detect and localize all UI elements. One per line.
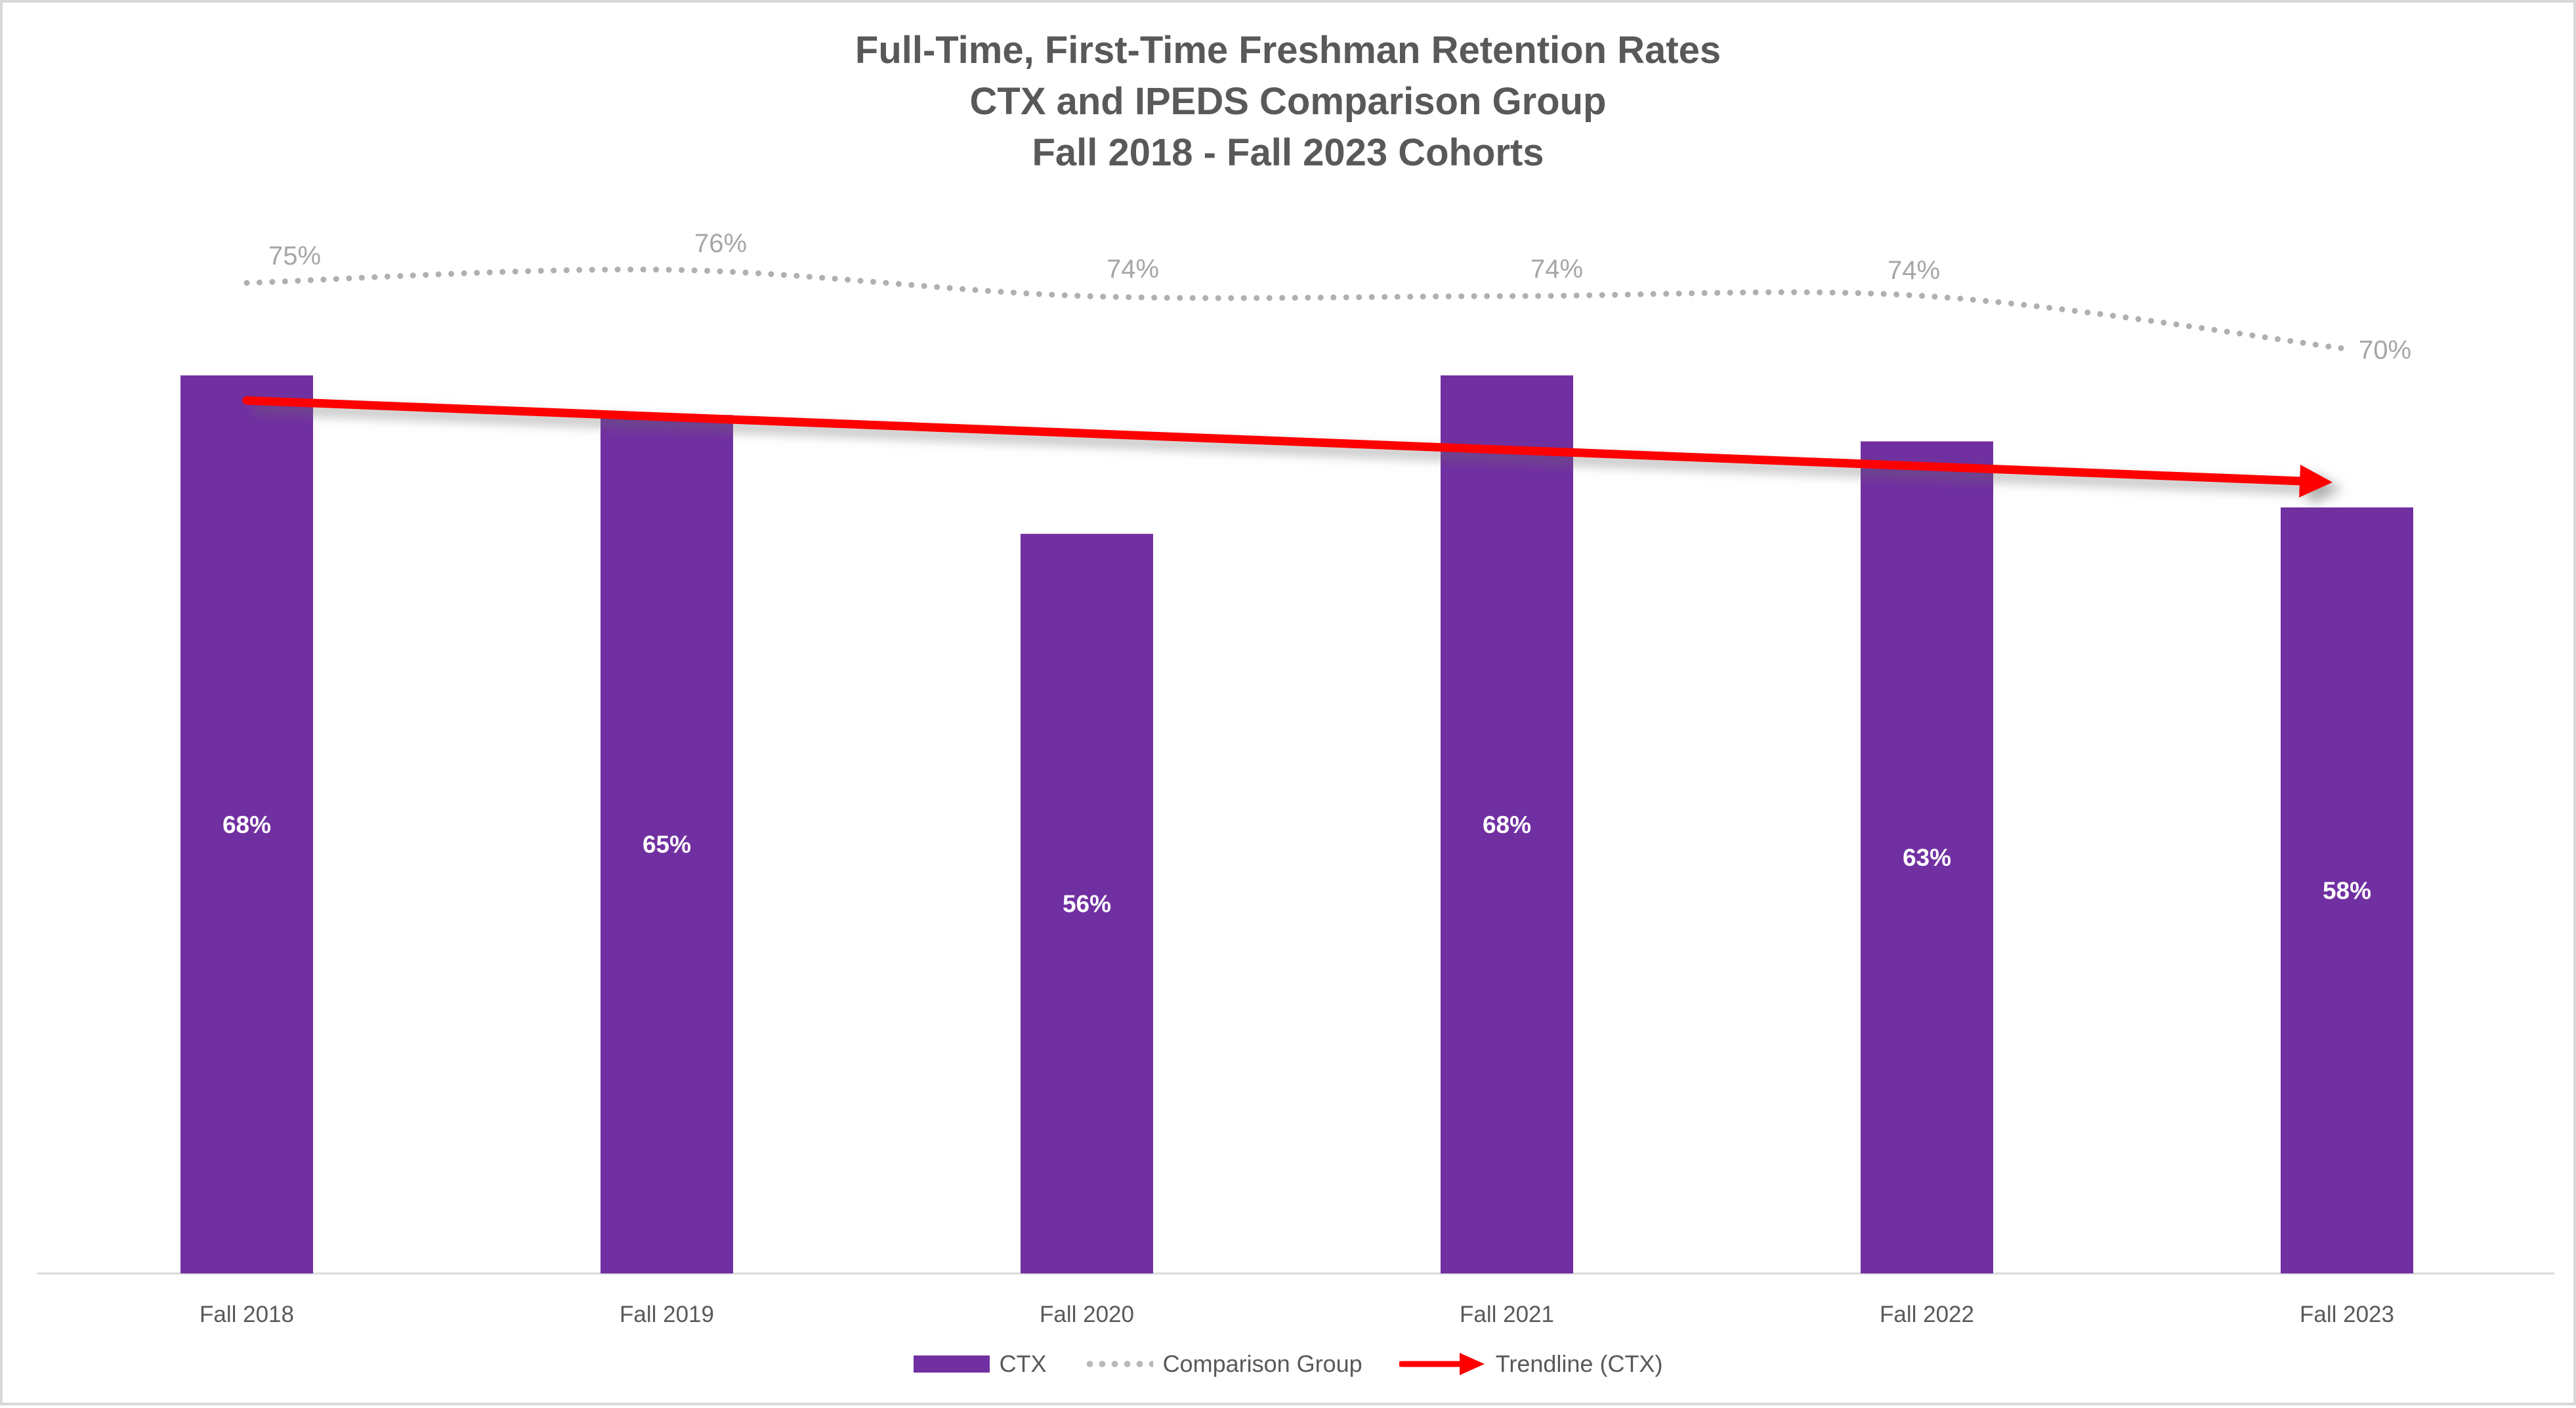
comparison-data-label: 76% [694,229,747,258]
legend-item-ctx: CTX [913,1350,1047,1378]
bar-fall-2020 [1021,534,1153,1273]
x-axis-label-fall-2023: Fall 2023 [2300,1302,2394,1327]
chart-title: Full-Time, First-Time Freshman Retention… [3,25,2573,179]
comparison-data-label: 74% [1531,255,1583,284]
legend: CTX Comparison Group Trendline (CTX) [3,1347,2573,1381]
legend-item-trendline: Trendline (CTX) [1399,1350,1663,1378]
plot-area: 68% 65% 56% 68% 63% 58% 75% 76% 74% 74% 74% 70% Fall… [37,229,2554,1327]
x-axis-label-fall-2018: Fall 2018 [200,1302,294,1327]
x-axis-label-fall-2021: Fall 2021 [1460,1302,1554,1327]
comparison-group-line [243,267,2350,352]
trendline-arrowhead-icon [2299,464,2333,498]
trendline [242,396,2304,486]
comparison-data-label: 70% [2359,336,2411,365]
dotted-line-swatch-icon [1083,1360,1153,1368]
legend-item-comparison-group: Comparison Group [1083,1350,1362,1378]
bar-fall-2021 [1441,375,1573,1273]
legend-label-comparison-group: Comparison Group [1162,1350,1362,1377]
chart-title-line-3: Fall 2018 - Fall 2023 Cohorts [1032,131,1544,174]
bar-data-label: 68% [1483,811,1531,838]
bar-data-label: 68% [222,811,271,838]
comparison-data-label: 75% [268,242,321,270]
bar-data-label: 63% [1903,844,1951,871]
bar-fall-2022 [1861,441,1993,1274]
comparison-data-label: 74% [1888,256,1940,285]
trendline-group [242,396,2333,498]
comparison-data-label: 74% [1107,255,1159,284]
legend-label-ctx: CTX [999,1350,1047,1377]
x-axis-label-fall-2022: Fall 2022 [1880,1302,1974,1327]
x-axis-label-fall-2020: Fall 2020 [1040,1302,1134,1327]
bar-data-label: 58% [2323,878,2371,905]
bar-fall-2018 [180,375,313,1273]
ctx-bar-swatch-icon [913,1355,990,1373]
chart-title-line-2: CTX and IPEDS Comparison Group [969,80,1607,123]
x-axis-label-fall-2019: Fall 2019 [620,1302,714,1327]
bar-fall-2019 [601,415,733,1274]
legend-label-trendline: Trendline (CTX) [1495,1350,1663,1377]
chart-title-line-1: Full-Time, First-Time Freshman Retention… [855,29,1721,72]
bar-data-label: 65% [643,831,691,858]
bar-fall-2023 [2281,507,2413,1273]
bar-data-label: 56% [1063,891,1111,918]
red-arrow-swatch-icon [1399,1353,1485,1375]
